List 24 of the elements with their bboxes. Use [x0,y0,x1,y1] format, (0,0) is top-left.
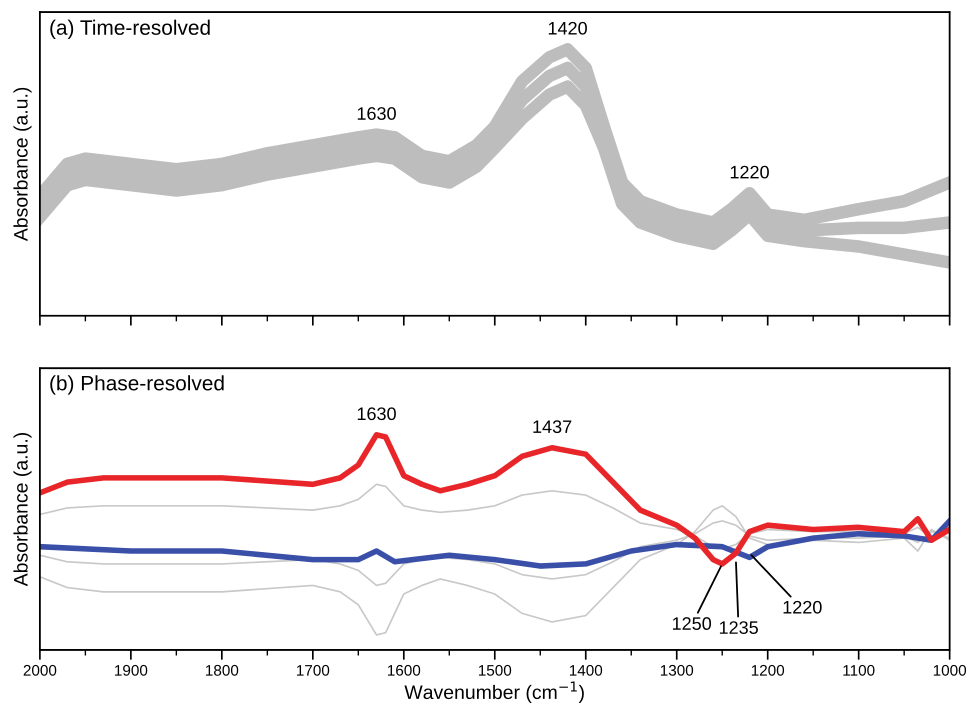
x-tick-label: 1100 [843,664,875,676]
annotation: 1250 [672,617,712,630]
annotation: 1420 [548,22,587,35]
y-axis-title: Absorbance (a.u.) [13,88,32,242]
annotation: 1235 [720,621,758,634]
x-tick-label: 1400 [570,664,602,676]
annotation: 1630 [358,107,396,120]
x-axis-title: Wavenumber (cm$^{−1}$) [404,682,584,703]
chart-title: (b) Phase-resolved [50,375,224,395]
x-tick-label: 1600 [388,664,420,676]
x-tick-label: 1300 [660,664,694,676]
annotation: 1220 [784,600,822,614]
x-tick-label: 1500 [478,664,512,676]
annotation: 1220 [730,166,769,179]
y-axis-title: Absorbance (a.u.) [13,432,32,586]
annotation: 1437 [533,420,572,434]
x-tick-label: 1700 [296,664,330,676]
x-tick-label: 1200 [752,664,784,676]
x-tick-label: 1900 [115,664,148,676]
x-tick-label: 2000 [24,664,56,676]
x-tick-label: 1000 [934,664,966,676]
x-tick-label: 1800 [206,664,238,676]
annotation: 1630 [358,407,396,420]
chart-title: (a) Time-resolved [50,20,210,40]
